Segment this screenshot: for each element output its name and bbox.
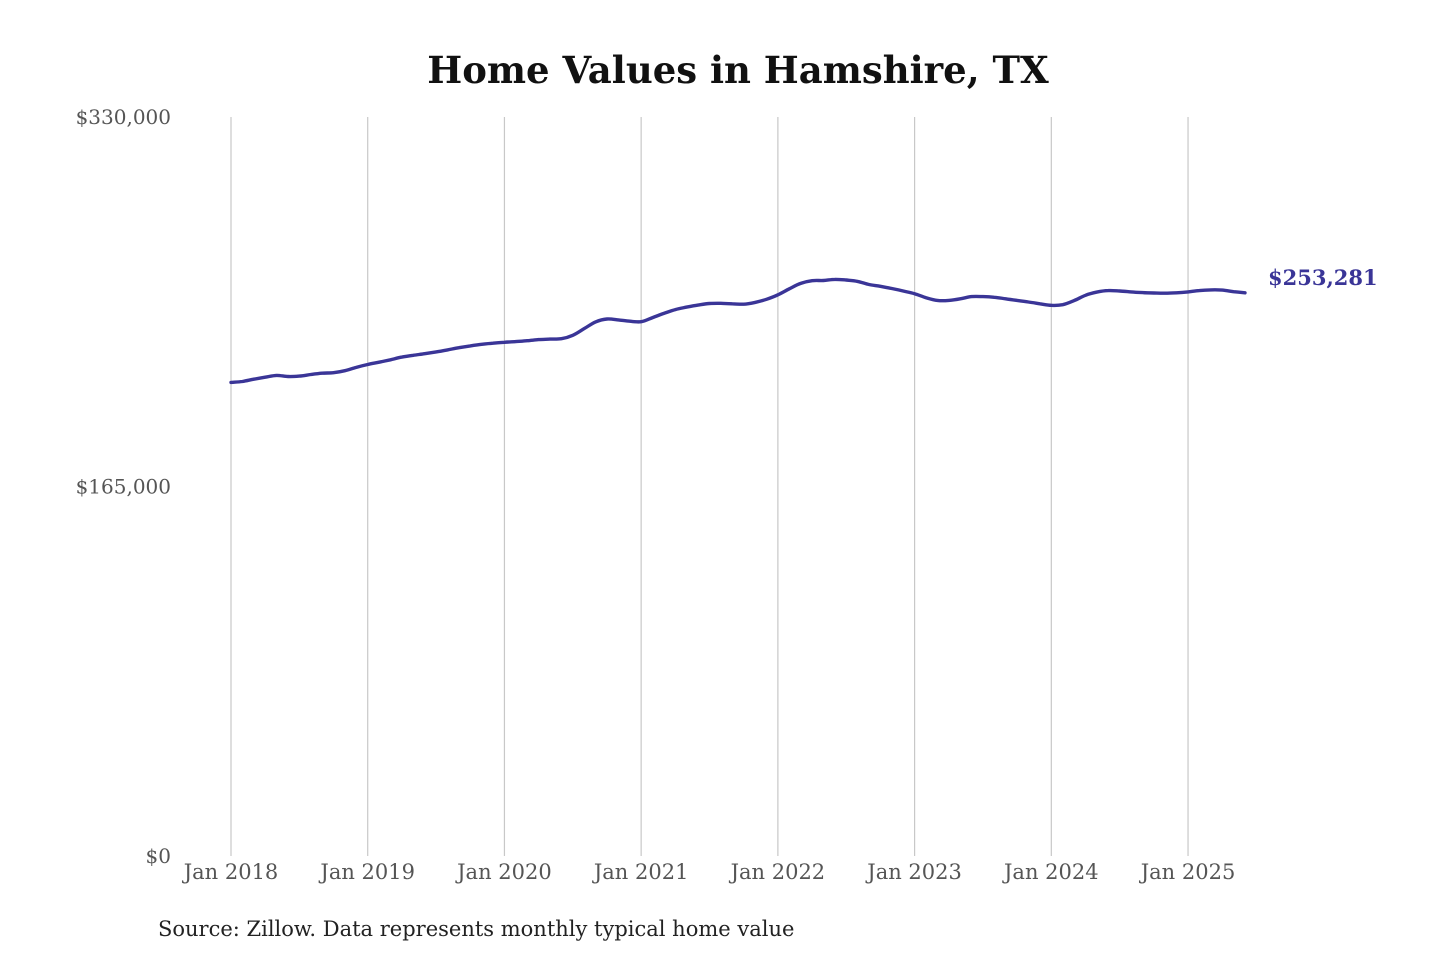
x-tick-label: Jan 2022	[729, 860, 826, 884]
y-tick-label: $330,000	[76, 105, 171, 129]
x-tick-label: Jan 2025	[1139, 860, 1236, 884]
x-tick-label: Jan 2019	[318, 860, 415, 884]
y-tick-label: $0	[146, 844, 171, 868]
x-tick-label: Jan 2018	[182, 860, 279, 884]
y-tick-label: $165,000	[76, 475, 171, 499]
x-tick-label: Jan 2024	[1002, 860, 1099, 884]
x-axis-tick-labels: Jan 2018 Jan 2019 Jan 2020 Jan 2021 Jan 2022…	[182, 860, 1236, 884]
source-note: Source: Zillow. Data represents monthly …	[158, 917, 795, 941]
home-value-series-line	[229, 277, 1247, 385]
latest-value-label: $253,281	[1268, 265, 1378, 290]
chart-title: Home Values in Hamshire, TX	[427, 48, 1049, 92]
x-tick-label: Jan 2023	[865, 860, 962, 884]
vertical-gridlines	[230, 117, 1189, 856]
x-tick-label: Jan 2020	[455, 860, 552, 884]
y-axis-tick-labels: $0 $165,000 $330,000	[76, 105, 171, 868]
x-tick-label: Jan 2021	[592, 860, 689, 884]
